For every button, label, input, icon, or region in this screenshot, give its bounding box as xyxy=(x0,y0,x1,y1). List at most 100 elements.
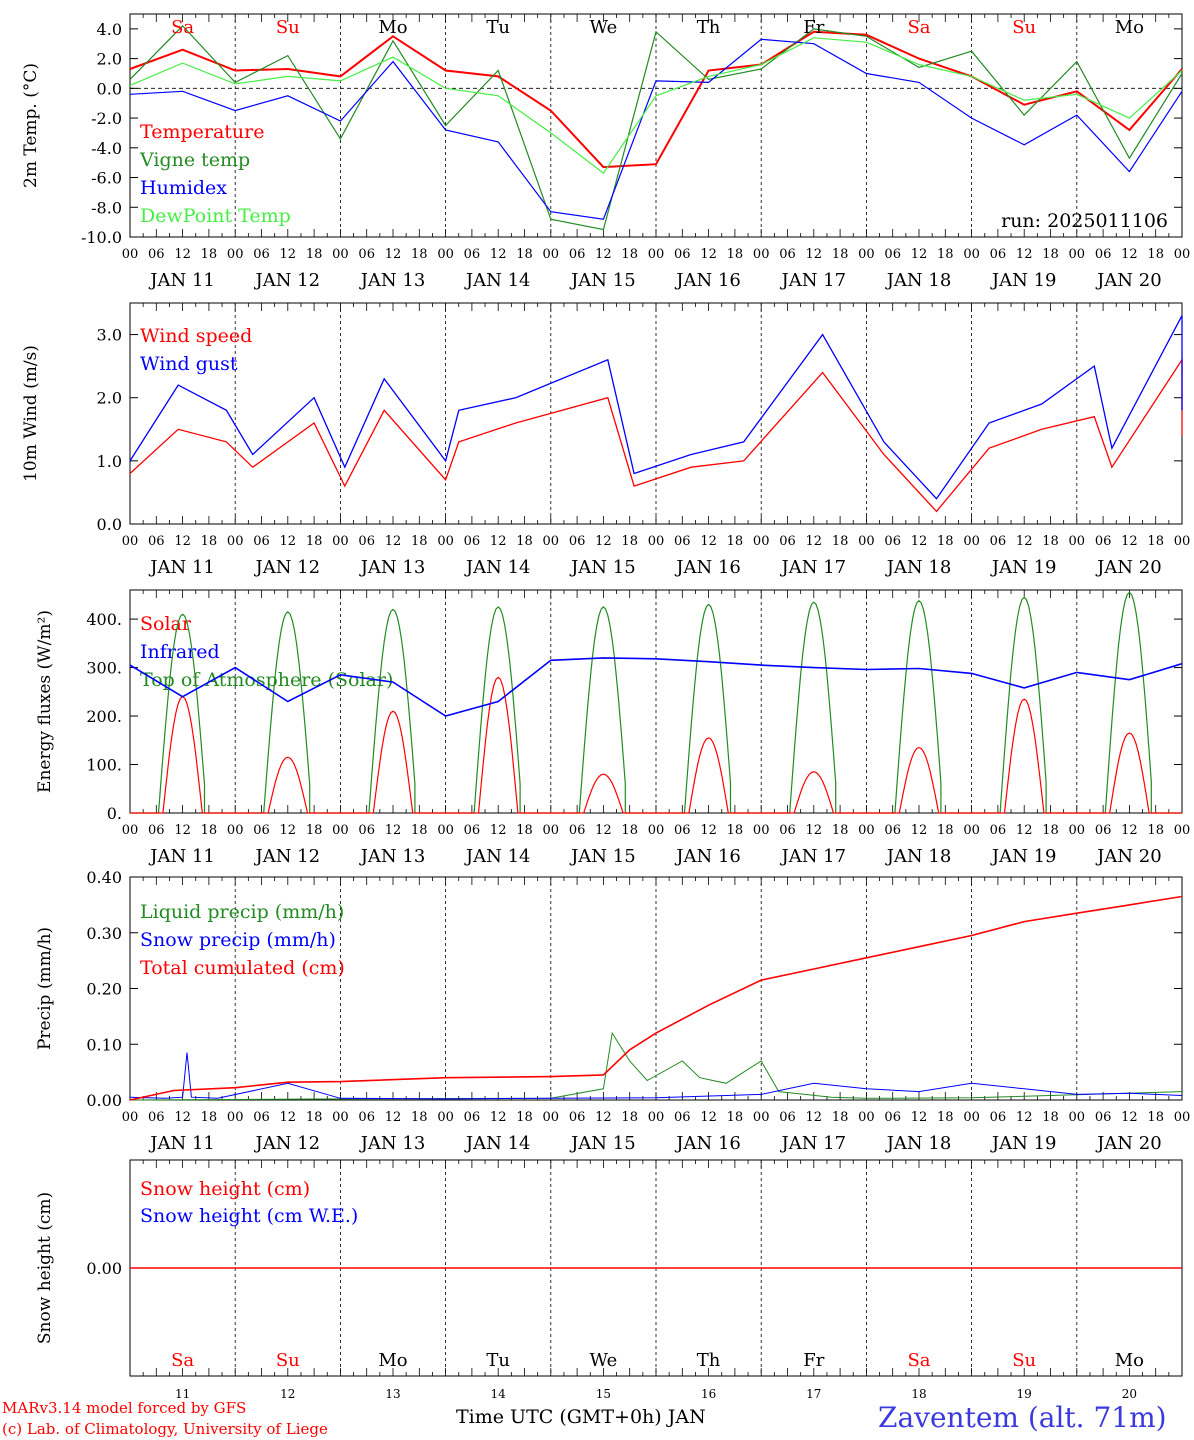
series-line xyxy=(129,895,1183,1101)
hour-tick-label: 06 xyxy=(990,823,1007,838)
hour-tick-label: 18 xyxy=(516,534,533,549)
day-label: JAN 11 xyxy=(148,1133,215,1154)
hour-tick-label: 18 xyxy=(516,823,533,838)
hour-tick-label: 12 xyxy=(1121,534,1138,549)
hour-tick-label: 18 xyxy=(937,823,954,838)
hour-tick-label: 00 xyxy=(858,247,875,262)
series-line xyxy=(129,38,1183,220)
hour-tick-label: 12 xyxy=(280,823,297,838)
hour-tick-label: 00 xyxy=(1174,823,1191,838)
hour-tick-label: 00 xyxy=(753,823,770,838)
hour-tick-label: 18 xyxy=(832,823,849,838)
hour-tick-label: 18 xyxy=(832,534,849,549)
day-number: 17 xyxy=(806,1387,821,1401)
hour-tick-label: 00 xyxy=(543,534,560,549)
day-name: Th xyxy=(697,17,721,38)
day-name: Fr xyxy=(803,17,824,38)
hour-tick-label: 06 xyxy=(464,823,481,838)
hour-tick-label: 18 xyxy=(621,534,638,549)
legend-entry: Temperature xyxy=(140,121,264,143)
hour-tick-label: 18 xyxy=(411,823,428,838)
run-label: run: 2025011106 xyxy=(1001,210,1168,232)
hour-tick-label: 06 xyxy=(569,247,586,262)
hour-tick-label: 12 xyxy=(1121,247,1138,262)
hour-tick-label: 06 xyxy=(358,247,375,262)
hour-tick-label: 18 xyxy=(516,1110,533,1125)
legend-entry: Wind speed xyxy=(140,325,252,347)
hour-tick-label: 18 xyxy=(201,1110,218,1125)
day-name: Mo xyxy=(378,1350,407,1371)
legend-entry: DewPoint Temp xyxy=(140,205,291,227)
hour-tick-label: 06 xyxy=(990,1110,1007,1125)
hour-tick-label: 12 xyxy=(385,823,402,838)
legend-entry: Humidex xyxy=(140,177,227,199)
legend-entry: Vigne temp xyxy=(139,149,250,171)
hour-tick-label: 00 xyxy=(332,1110,349,1125)
day-name: Sa xyxy=(907,17,930,38)
series-line xyxy=(129,657,1183,717)
day-name: We xyxy=(590,1350,618,1371)
day-label: JAN 20 xyxy=(1095,846,1162,867)
hour-tick-label: 00 xyxy=(963,534,980,549)
y-tick-label: -8.0 xyxy=(91,198,122,217)
day-label: JAN 19 xyxy=(990,846,1057,867)
hour-tick-label: 18 xyxy=(1042,534,1059,549)
hour-tick-label: 18 xyxy=(727,823,744,838)
hour-tick-label: 06 xyxy=(779,823,796,838)
day-name: Th xyxy=(697,1350,721,1371)
hour-tick-label: 06 xyxy=(1095,534,1112,549)
hour-tick-label: 18 xyxy=(727,534,744,549)
series-line xyxy=(129,37,1183,174)
hour-tick-label: 18 xyxy=(937,1110,954,1125)
hour-tick-label: 18 xyxy=(832,247,849,262)
hour-tick-label: 00 xyxy=(753,534,770,549)
day-name: Sa xyxy=(171,17,194,38)
hour-tick-label: 00 xyxy=(648,534,665,549)
hour-tick-label: 06 xyxy=(464,534,481,549)
hour-tick-label: 18 xyxy=(201,247,218,262)
hour-tick-label: 18 xyxy=(621,823,638,838)
hour-tick-label: 12 xyxy=(1121,823,1138,838)
day-number: 15 xyxy=(596,1387,611,1401)
day-label: JAN 14 xyxy=(464,557,531,578)
station-name: Zaventem (alt. 71m) xyxy=(878,1401,1167,1434)
day-label: JAN 14 xyxy=(464,270,531,291)
day-label: JAN 20 xyxy=(1095,1133,1162,1154)
y-tick-label: 400. xyxy=(86,610,122,629)
panel-frame xyxy=(129,13,1183,238)
hour-tick-label: 18 xyxy=(1042,1110,1059,1125)
hour-tick-label: 12 xyxy=(280,1110,297,1125)
day-label: JAN 15 xyxy=(569,270,636,291)
day-label: JAN 16 xyxy=(674,846,741,867)
hour-tick-label: 18 xyxy=(306,823,323,838)
y-tick-label: -6.0 xyxy=(91,169,122,188)
legend-entry: Wind gust xyxy=(140,353,238,375)
hour-tick-label: 06 xyxy=(884,534,901,549)
hour-tick-label: 12 xyxy=(385,247,402,262)
hour-tick-label: 18 xyxy=(411,534,428,549)
hour-tick-label: 18 xyxy=(937,534,954,549)
day-name: Tu xyxy=(486,17,510,38)
hour-tick-label: 18 xyxy=(1042,247,1059,262)
hour-tick-label: 00 xyxy=(963,247,980,262)
day-label: JAN 12 xyxy=(254,557,321,578)
hour-tick-label: 06 xyxy=(358,1110,375,1125)
hour-tick-label: 00 xyxy=(1069,1110,1086,1125)
day-label: JAN 17 xyxy=(780,557,847,578)
day-label: JAN 14 xyxy=(464,1133,531,1154)
hour-tick-label: 00 xyxy=(1174,534,1191,549)
day-label: JAN 11 xyxy=(148,846,215,867)
credit-line-1: MARv3.14 model forced by GFS xyxy=(2,1399,247,1417)
hour-tick-label: 18 xyxy=(306,534,323,549)
day-number: 13 xyxy=(385,1387,400,1401)
hour-tick-label: 00 xyxy=(437,534,454,549)
day-number: 18 xyxy=(911,1387,926,1401)
y-tick-label: 0.20 xyxy=(86,980,122,999)
hour-tick-label: 06 xyxy=(358,823,375,838)
day-label: JAN 20 xyxy=(1095,557,1162,578)
y-axis-label: 2m Temp. (°C) xyxy=(21,63,41,188)
hour-tick-label: 00 xyxy=(1174,247,1191,262)
hour-tick-label: 12 xyxy=(1016,247,1033,262)
hour-tick-label: 12 xyxy=(1016,1110,1033,1125)
hour-tick-label: 12 xyxy=(911,1110,928,1125)
